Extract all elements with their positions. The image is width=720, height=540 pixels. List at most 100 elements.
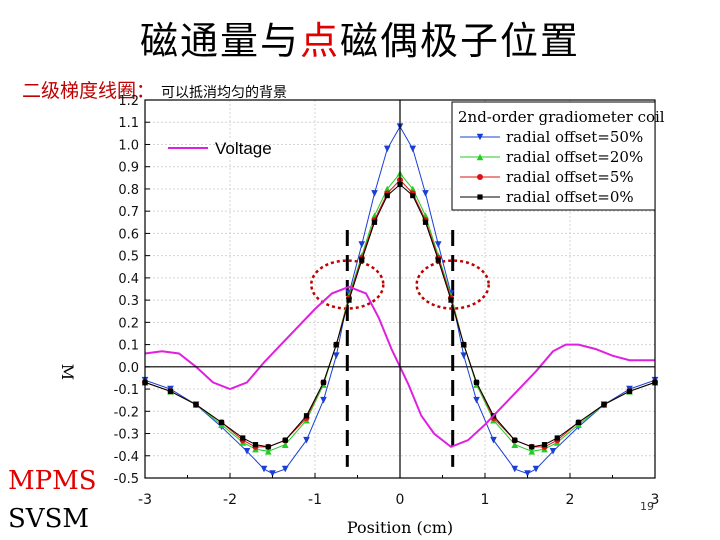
data-point [434,241,442,248]
data-point [473,379,480,385]
legend-title: 2nd-order gradiometer coil [458,108,665,126]
y-tick-label: -0.5 [114,472,139,487]
data-point [461,341,467,348]
data-point [626,388,633,394]
data-point [524,470,531,477]
y-tick-label: -0.3 [114,428,139,443]
legend-box [451,101,656,211]
data-point [332,352,340,360]
data-point [601,402,607,408]
data-point [282,437,288,443]
data-point [477,194,483,200]
data-point [490,436,497,444]
y-tick-label: -0.2 [114,405,139,420]
data-point [218,419,225,426]
title-part-2: 磁偶极子位置 [340,19,581,63]
highlight-circle [310,259,385,310]
slide-subtitle: 二级梯度线圈： 可以抵消均匀的背景 [22,76,287,103]
data-point [320,379,327,385]
data-point [422,190,429,197]
y-tick-label: 0.6 [118,227,139,242]
y-tick-label: 0.0 [118,361,139,376]
data-point [448,297,454,303]
data-point [167,388,174,394]
data-point [265,444,271,450]
y-tick-label: 1.2 [118,94,139,109]
data-point [532,465,540,473]
chart-tick-labels: 1.2 1.1 1.0 0.9 0.8 0.7 0.6 0.5 0.4 0.3 0.2 0.1 0.0 -… [114,94,660,508]
subtitle-main: 二级梯度线圈： [22,80,156,102]
data-point [528,448,536,455]
title-part-1: 磁通量与 [139,19,300,63]
data-point [554,435,560,441]
data-point [371,190,378,197]
y-tick-label: -0.4 [114,450,139,465]
data-point [409,185,417,193]
data-point [346,297,352,303]
voltage-label: Voltage [215,139,272,158]
data-point [477,174,483,180]
data-point [473,396,480,404]
x-axis-title: Position (cm) [347,518,453,537]
data-point [511,465,519,473]
y-tick-label: -0.1 [114,383,139,398]
page-number: 19 [640,500,654,513]
highlight-circle [415,259,490,310]
slide-title: 磁通量与点磁偶极子位置 [0,10,720,65]
data-point [529,444,535,450]
x-tick-label: 0 [396,492,405,508]
svsm-label: SVSM [8,504,90,534]
x-tick-label: 3 [651,492,660,508]
x-tick-label: 2 [566,492,575,508]
y-tick-label: 0.5 [118,250,139,265]
chart-legend: 2nd-order gradiometer coil radial offset=… [451,101,665,211]
data-point [384,193,390,199]
data-point [320,396,327,404]
x-tick-label: -2 [223,492,237,508]
data-point [260,465,268,473]
y-tick-label: 0.1 [118,339,139,354]
y-axis-title: M [58,364,77,380]
data-point [476,153,484,161]
data-point [476,133,484,141]
data-point [549,448,557,455]
data-point [409,145,417,153]
data-point [511,441,519,448]
data-point [281,465,289,473]
y-tick-label: 1.0 [118,138,139,153]
title-highlight: 点 [299,19,340,63]
data-point [422,219,429,225]
y-tick-label: 0.4 [118,272,139,287]
data-point [333,341,339,348]
subtitle-note: 可以抵消均匀的背景 [161,85,288,101]
data-point [243,448,251,455]
data-point [410,193,416,199]
data-point [575,419,582,426]
y-tick-label: 0.2 [118,316,139,331]
data-point [383,185,391,193]
chart-axes [144,99,656,479]
legend-entry-label: radial offset=0% [506,188,634,206]
data-point [383,145,391,153]
mpms-label: MPMS [8,466,97,496]
voltage-legend: Voltage [168,139,272,158]
x-tick-label: 1 [481,492,490,508]
data-point [359,257,365,263]
chart-highlight-circles [310,259,490,310]
y-tick-label: 0.7 [118,205,139,220]
data-point [541,442,548,448]
data-point [269,470,276,477]
data-point [240,435,246,441]
data-point [303,436,310,444]
y-tick-label: 0.8 [118,183,139,198]
y-tick-label: 0.9 [118,161,139,176]
data-point [252,442,259,448]
x-tick-label: -1 [308,492,322,508]
data-point [512,437,518,443]
legend-entry-label: radial offset=50% [506,128,643,146]
x-tick-label: -3 [138,492,152,508]
data-point [460,352,468,360]
data-point [371,219,378,225]
chart-vertical-markers [345,230,455,467]
